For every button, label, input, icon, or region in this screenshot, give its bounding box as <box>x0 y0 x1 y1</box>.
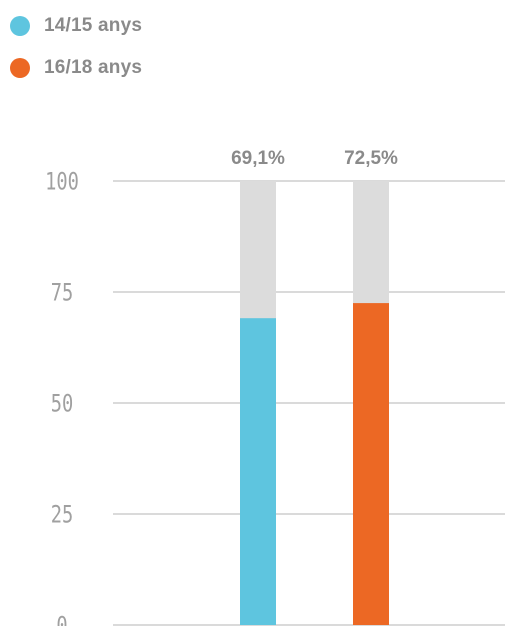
legend: 14/15 anys 16/18 anys <box>10 12 142 96</box>
y-tick-label: 100 <box>45 169 79 197</box>
legend-label: 16/18 anys <box>44 57 143 78</box>
y-tick-label: 75 <box>51 280 74 308</box>
legend-label: 14/15 anys <box>44 15 143 36</box>
y-tick-label: 0 <box>56 613 67 626</box>
bar-value-label: 69,1% <box>231 148 285 169</box>
y-tick-label: 50 <box>51 391 74 419</box>
legend-dot-icon <box>10 16 30 36</box>
bar <box>353 303 389 625</box>
legend-item-14-15: 14/15 anys <box>10 12 142 40</box>
bar-value-label: 72,5% <box>344 148 398 169</box>
legend-dot-icon <box>10 58 30 78</box>
legend-item-16-18: 16/18 anys <box>10 54 142 82</box>
y-tick-label: 25 <box>51 502 74 530</box>
bar <box>240 318 276 625</box>
